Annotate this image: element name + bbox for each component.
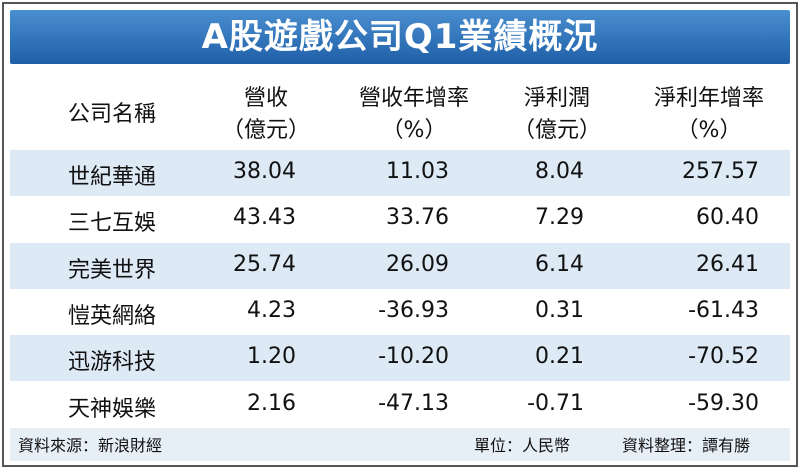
unit-note: 單位：人民幣 bbox=[474, 436, 571, 455]
column-header: 公司名稱 bbox=[67, 102, 156, 127]
row-stripe bbox=[10, 150, 790, 197]
table-cell: 0.21 bbox=[535, 344, 584, 370]
title: A股遊戲公司Q1業績概況 bbox=[201, 17, 599, 57]
table-cell: 257.57 bbox=[682, 159, 759, 184]
company-name: 三七互娛 bbox=[67, 211, 156, 237]
table-cell: 1.20 bbox=[247, 344, 296, 370]
footer-band bbox=[10, 428, 790, 461]
table-cell: 8.04 bbox=[535, 159, 584, 184]
company-name: 天神娛樂 bbox=[67, 396, 156, 422]
row-stripe bbox=[10, 242, 790, 289]
table-cell: -10.20 bbox=[378, 344, 449, 370]
column-header: 淨利潤 bbox=[523, 86, 590, 111]
table-cell: 33.76 bbox=[386, 205, 449, 231]
column-header: （億元） bbox=[221, 118, 310, 143]
table-cell: -59.30 bbox=[688, 390, 759, 416]
table-cell: 25.74 bbox=[233, 251, 296, 277]
table-cell: -61.43 bbox=[688, 297, 759, 323]
table-cell: -47.13 bbox=[378, 390, 449, 416]
table-cell: -36.93 bbox=[378, 297, 449, 323]
table-cell: 26.09 bbox=[386, 251, 449, 277]
table-cell: 0.31 bbox=[535, 297, 584, 323]
company-name: 世紀華通 bbox=[67, 165, 156, 190]
table-cell: 11.03 bbox=[386, 159, 449, 184]
editor-note: 資料整理：譚有勝 bbox=[622, 436, 751, 455]
company-name: 愷英網絡 bbox=[67, 303, 156, 329]
column-header: 營收年增率 bbox=[358, 86, 469, 111]
column-header: 淨利年增率 bbox=[653, 86, 764, 111]
table-cell: 4.23 bbox=[247, 297, 296, 323]
table-cell: 60.40 bbox=[696, 205, 759, 231]
table-cell: -0.71 bbox=[527, 390, 584, 416]
table-cell: 26.41 bbox=[696, 251, 759, 277]
company-name: 迅游科技 bbox=[67, 350, 156, 376]
table-cell: 6.14 bbox=[535, 251, 584, 277]
table-cell: 38.04 bbox=[233, 159, 296, 184]
column-header: （%） bbox=[676, 118, 742, 143]
row-stripe bbox=[10, 335, 790, 382]
column-header: （%） bbox=[381, 118, 447, 143]
table-cell: 2.16 bbox=[247, 390, 296, 416]
table-cell: 43.43 bbox=[233, 205, 296, 231]
table-cell: -70.52 bbox=[688, 344, 759, 370]
title-band: A股遊戲公司Q1業績概況 bbox=[10, 10, 790, 64]
company-name: 完美世界 bbox=[67, 257, 156, 283]
table-cell: 7.29 bbox=[535, 205, 584, 231]
source-note: 資料來源：新浪財經 bbox=[18, 436, 163, 455]
column-header: 營收 bbox=[243, 86, 288, 111]
column-header: （億元） bbox=[512, 118, 601, 143]
